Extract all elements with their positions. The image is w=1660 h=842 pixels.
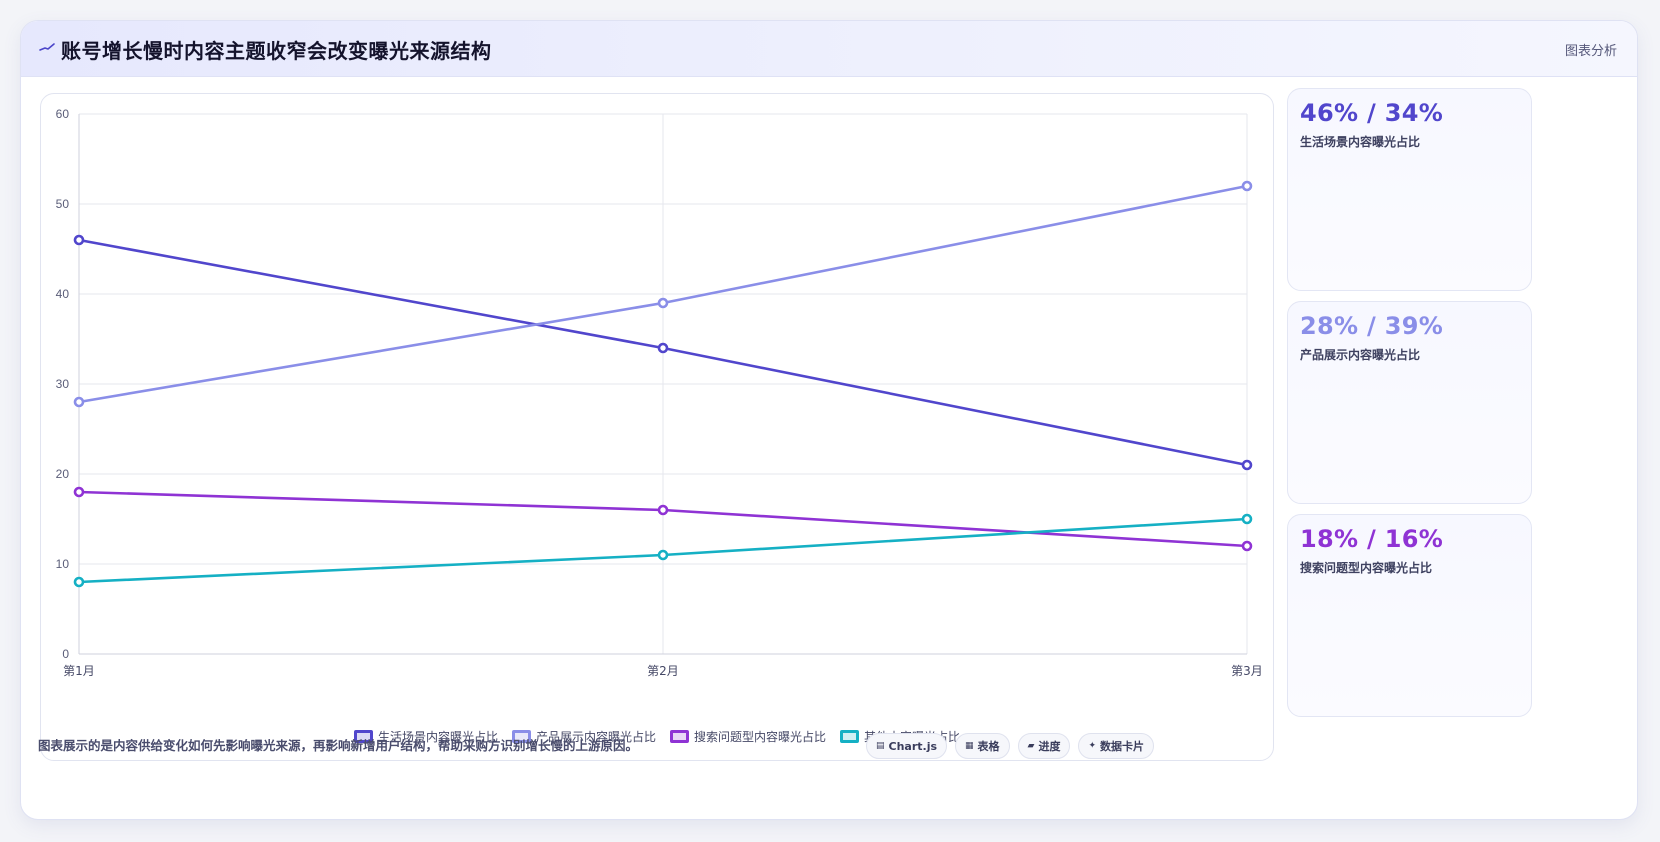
kpi-value: 46% / 34% xyxy=(1300,99,1444,127)
line-chart-panel: 0 10 20 30 40 50 60 第1月 第2月 第3月 生活场景内容曝光占比 产品展示内容曝… xyxy=(40,93,1274,761)
legend-item[interactable]: 产品展示内容曝光占比 xyxy=(511,728,656,745)
legend-label: 产品展示内容曝光占比 xyxy=(535,729,656,744)
data-point xyxy=(657,504,669,516)
line-chart: 0 10 20 30 40 50 60 第1月 第2月 第3月 xyxy=(56,107,1263,678)
chip-label: 表格 xyxy=(977,740,1000,753)
kpi-card-search: 18% / 16% 搜索问题型内容曝光占比 xyxy=(1287,514,1532,717)
data-point xyxy=(657,297,669,309)
chip-chartjs[interactable]: ▤ Chart.js xyxy=(866,733,948,759)
data-point xyxy=(73,396,85,408)
chip-label: 进度 xyxy=(1038,740,1061,753)
footer-note: 图表展示的是内容供给变化如何先影响曝光来源，再影响新增用户结构，帮助采购方识别增… xyxy=(38,738,639,753)
data-point xyxy=(1241,459,1253,471)
y-tick-label: 0 xyxy=(62,647,69,661)
card-header: 账号增长慢时内容主题收窄会改变曝光来源结构 图表分析 xyxy=(21,21,1637,77)
data-point xyxy=(73,234,85,246)
y-tick-label: 60 xyxy=(56,107,70,121)
kpi-value: 18% / 16% xyxy=(1300,525,1444,553)
data-point xyxy=(1241,180,1253,192)
chart-analysis-tag: 图表分析 xyxy=(1564,44,1617,59)
chart-icon: ▤ xyxy=(876,741,885,751)
legend-label: 搜索问题型内容曝光占比 xyxy=(694,729,827,744)
trend-line-icon xyxy=(39,43,55,51)
kpi-value: 28% / 39% xyxy=(1300,312,1444,340)
kpi-label: 生活场景内容曝光占比 xyxy=(1300,135,1421,149)
x-tick-label: 第2月 xyxy=(647,664,679,678)
progress-icon: ▰ xyxy=(1027,741,1035,751)
chip-data-card[interactable]: ✦ 数据卡片 xyxy=(1078,733,1155,759)
chip-table[interactable]: ▦ 表格 xyxy=(955,733,1010,759)
chip-label: Chart.js xyxy=(888,739,938,753)
legend-swatch xyxy=(353,729,373,743)
legend-item[interactable]: 生活场景内容曝光占比 xyxy=(353,728,498,745)
data-point xyxy=(657,549,669,561)
chip-label: 数据卡片 xyxy=(1100,740,1145,753)
data-point xyxy=(1241,540,1253,552)
kpi-card-product: 28% / 39% 产品展示内容曝光占比 xyxy=(1287,301,1532,504)
y-tick-label: 40 xyxy=(56,287,70,301)
legend-swatch xyxy=(511,729,531,743)
legend-swatch xyxy=(840,729,860,743)
y-tick-label: 20 xyxy=(56,467,70,481)
kpi-card-lifestyle: 46% / 34% 生活场景内容曝光占比 xyxy=(1287,88,1532,291)
feature-chips: ▤ Chart.js ▦ 表格 ▰ 进度 ✦ 数据卡片 xyxy=(866,733,1155,759)
chart-card: 账号增长慢时内容主题收窄会改变曝光来源结构 图表分析 0 10 20 30 40 50 60… xyxy=(20,20,1638,820)
chip-progress[interactable]: ▰ 进度 xyxy=(1017,733,1071,759)
legend-item[interactable]: 搜索问题型内容曝光占比 xyxy=(670,728,826,745)
x-tick-label: 第3月 xyxy=(1231,664,1263,678)
x-tick-label: 第1月 xyxy=(63,664,95,678)
y-tick-label: 30 xyxy=(56,377,70,391)
data-point xyxy=(1241,513,1253,525)
sparkle-icon: ✦ xyxy=(1088,741,1097,751)
kpi-label: 搜索问题型内容曝光占比 xyxy=(1300,561,1433,575)
y-tick-label: 10 xyxy=(56,557,70,571)
page-title: 账号增长慢时内容主题收窄会改变曝光来源结构 xyxy=(61,39,492,63)
data-point xyxy=(73,576,85,588)
legend-label: 生活场景内容曝光占比 xyxy=(377,729,498,744)
y-tick-label: 50 xyxy=(56,197,70,211)
data-point xyxy=(73,486,85,498)
data-point xyxy=(657,342,669,354)
table-icon: ▦ xyxy=(965,741,974,751)
legend-swatch xyxy=(670,729,689,743)
kpi-label: 产品展示内容曝光占比 xyxy=(1300,348,1421,362)
